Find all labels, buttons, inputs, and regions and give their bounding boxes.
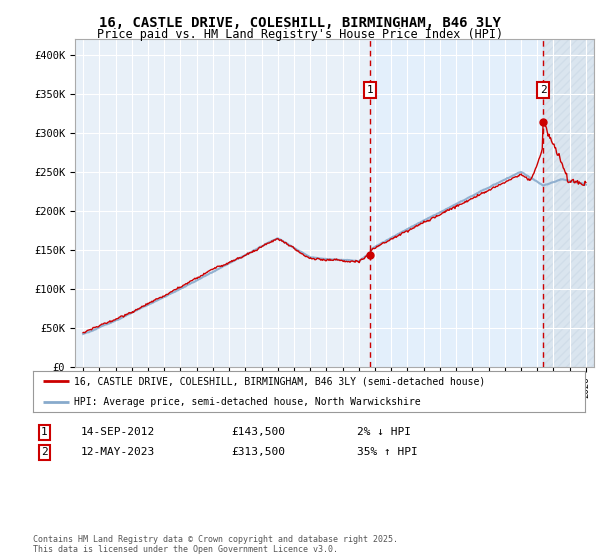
Text: 1: 1 [367,85,374,95]
Text: 16, CASTLE DRIVE, COLESHILL, BIRMINGHAM, B46 3LY: 16, CASTLE DRIVE, COLESHILL, BIRMINGHAM,… [99,16,501,30]
Text: 2: 2 [539,85,547,95]
Text: Contains HM Land Registry data © Crown copyright and database right 2025.
This d: Contains HM Land Registry data © Crown c… [33,535,398,554]
Text: £313,500: £313,500 [231,447,285,458]
Bar [543,39,594,367]
Bar [370,39,543,367]
Text: Price paid vs. HM Land Registry's House Price Index (HPI): Price paid vs. HM Land Registry's House … [97,28,503,41]
Text: 35% ↑ HPI: 35% ↑ HPI [357,447,418,458]
Text: 2: 2 [41,447,47,458]
Text: HPI: Average price, semi-detached house, North Warwickshire: HPI: Average price, semi-detached house,… [74,396,421,407]
Text: 12-MAY-2023: 12-MAY-2023 [81,447,155,458]
Text: 14-SEP-2012: 14-SEP-2012 [81,427,155,437]
Text: 1: 1 [41,427,47,437]
Text: £143,500: £143,500 [231,427,285,437]
Text: 16, CASTLE DRIVE, COLESHILL, BIRMINGHAM, B46 3LY (semi-detached house): 16, CASTLE DRIVE, COLESHILL, BIRMINGHAM,… [74,376,485,386]
Text: 2% ↓ HPI: 2% ↓ HPI [357,427,411,437]
